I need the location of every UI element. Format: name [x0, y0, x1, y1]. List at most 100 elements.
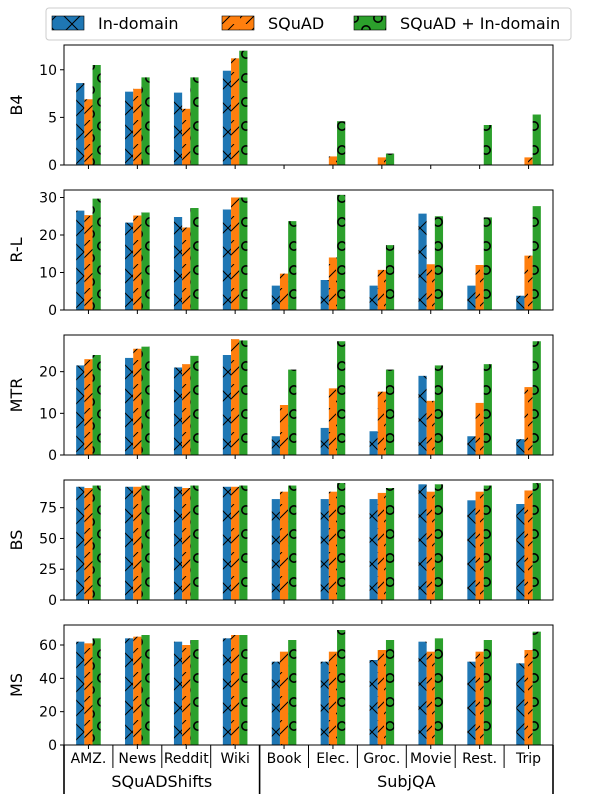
bar-ms-squad-in-domain-movie — [434, 638, 444, 745]
bar-b4-squad-groc — [377, 157, 386, 165]
bar-r-l-squad-news — [133, 215, 142, 310]
bar-b4-squad-news — [133, 88, 142, 165]
bar-mtr-squad-in-domain-trip — [532, 341, 541, 455]
bar-b4-squad-in-domain-rest — [483, 125, 492, 165]
bar-r-l-in-domain-groc — [369, 285, 378, 310]
bar-ms-squad-in-domain-trip — [532, 631, 541, 745]
bar-mtr-in-domain-book — [271, 436, 280, 455]
bar-bs-squad-in-domain-amz — [92, 485, 101, 600]
bar-mtr-in-domain-wiki — [222, 355, 232, 455]
bar-mtr-in-domain-amz — [76, 365, 85, 455]
bar-mtr-squad-in-domain-elec — [337, 341, 346, 455]
bar-bs-squad-in-domain-news — [141, 485, 150, 600]
bar-r-l-squad-amz — [84, 215, 93, 310]
bar-r-l-squad-groc — [377, 269, 386, 310]
bar-b4-squad-in-domain-wiki — [239, 50, 248, 165]
bar-ms-in-domain-news — [125, 638, 134, 745]
y-axis-label-bs: BS — [7, 530, 26, 551]
legend-label-in-domain: In-domain — [98, 14, 179, 33]
bar-r-l-in-domain-rest — [467, 285, 476, 310]
bar-r-l-squad-in-domain-movie — [434, 216, 444, 310]
bar-ms-in-domain-book — [271, 661, 280, 745]
bar-mtr-in-domain-groc — [369, 431, 378, 455]
bar-mtr-in-domain-news — [125, 357, 134, 455]
bar-b4-squad-in-domain-reddit — [190, 77, 199, 165]
category-label-groc: Groc. — [363, 751, 400, 767]
bar-ms-squad-in-domain-reddit — [190, 640, 199, 745]
bar-ms-squad-in-domain-rest — [483, 640, 492, 745]
bar-r-l-squad-in-domain-groc — [385, 245, 395, 310]
bar-mtr-squad-elec — [328, 388, 338, 455]
bar-b4-squad-in-domain-news — [141, 77, 150, 165]
bar-bs-squad-movie — [426, 491, 435, 600]
bar-r-l-squad-elec — [328, 257, 338, 310]
bar-bs-in-domain-trip — [516, 504, 525, 600]
bar-bs-squad-in-domain-reddit — [190, 485, 199, 600]
bar-mtr-squad-in-domain-movie — [434, 365, 444, 455]
group-label-subjqa: SubjQA — [377, 772, 435, 791]
panel-b4: 0 5 10 B4 — [7, 44, 554, 174]
panel-ms: 0 20 40 60 MS — [7, 624, 554, 754]
bar-bs-in-domain-news — [125, 486, 134, 600]
bar-bs-in-domain-rest — [467, 500, 476, 600]
bar-ms-squad-reddit — [182, 645, 191, 745]
bar-b4-squad-in-domain-amz — [92, 65, 101, 165]
bar-ms-squad-amz — [84, 643, 93, 745]
bar-ms-in-domain-rest — [467, 661, 476, 745]
bar-r-l-in-domain-reddit — [173, 217, 183, 310]
bar-mtr-squad-news — [133, 348, 142, 455]
panel-frame — [63, 334, 554, 456]
bar-bs-squad-wiki — [231, 486, 240, 600]
y-tick-label: 40 — [39, 671, 57, 687]
bar-ms-in-domain-movie — [418, 641, 427, 745]
bar-bs-squad-book — [279, 491, 289, 600]
bar-bs-squad-rest — [475, 491, 484, 600]
y-axis-label-b4: B4 — [7, 94, 26, 115]
y-tick-label: 0 — [48, 593, 57, 609]
bar-b4-squad-in-domain-elec — [337, 121, 346, 165]
bar-r-l-squad-in-domain-amz — [92, 198, 101, 310]
category-label-rest: Rest. — [462, 751, 497, 767]
category-label-book: Book — [267, 751, 303, 767]
category-label-reddit: Reddit — [164, 751, 209, 767]
bar-bs-squad-amz — [84, 488, 93, 600]
y-tick-label: 75 — [39, 501, 57, 517]
bar-ms-in-domain-reddit — [173, 641, 183, 745]
bar-r-l-squad-book — [279, 273, 289, 310]
bar-b4-squad-in-domain-trip — [532, 114, 541, 165]
bar-bs-squad-in-domain-trip — [532, 483, 541, 600]
y-tick-label: 30 — [39, 191, 57, 207]
bar-mtr-squad-reddit — [182, 364, 191, 455]
y-tick-label: 25 — [39, 562, 57, 578]
bar-bs-in-domain-movie — [418, 484, 427, 600]
bar-mtr-squad-amz — [84, 359, 93, 455]
bar-ms-squad-trip — [524, 650, 533, 745]
y-axis-label-ms: MS — [7, 673, 26, 697]
bar-r-l-squad-in-domain-news — [141, 212, 150, 310]
bar-mtr-in-domain-rest — [467, 436, 476, 455]
bar-mtr-squad-groc — [377, 391, 386, 455]
bar-r-l-in-domain-news — [125, 222, 134, 310]
bar-ms-in-domain-elec — [320, 661, 329, 745]
bar-r-l-in-domain-elec — [320, 280, 329, 310]
bar-mtr-squad-trip — [524, 387, 533, 455]
bar-r-l-in-domain-amz — [76, 210, 85, 310]
bar-bs-in-domain-groc — [369, 499, 378, 600]
legend: In-domain SQuAD SQuAD + In-domain — [45, 7, 572, 41]
y-tick-label: 0 — [48, 448, 57, 464]
category-label-news: News — [118, 751, 156, 767]
category-label-trip: Trip — [515, 751, 541, 767]
group-label-squadshifts: SQuADShifts — [111, 772, 212, 791]
bar-r-l-squad-in-domain-elec — [337, 194, 346, 310]
y-tick-label: 0 — [48, 738, 57, 754]
bar-r-l-squad-wiki — [231, 197, 240, 310]
bar-r-l-squad-in-domain-book — [288, 221, 297, 310]
bar-mtr-squad-book — [279, 405, 289, 455]
bar-b4-in-domain-news — [125, 91, 134, 165]
y-tick-label: 20 — [39, 705, 57, 721]
bar-mtr-squad-in-domain-groc — [385, 369, 395, 455]
bar-ms-squad-wiki — [231, 635, 240, 745]
legend-swatch-squad — [221, 15, 255, 31]
bar-ms-squad-in-domain-elec — [337, 630, 346, 745]
